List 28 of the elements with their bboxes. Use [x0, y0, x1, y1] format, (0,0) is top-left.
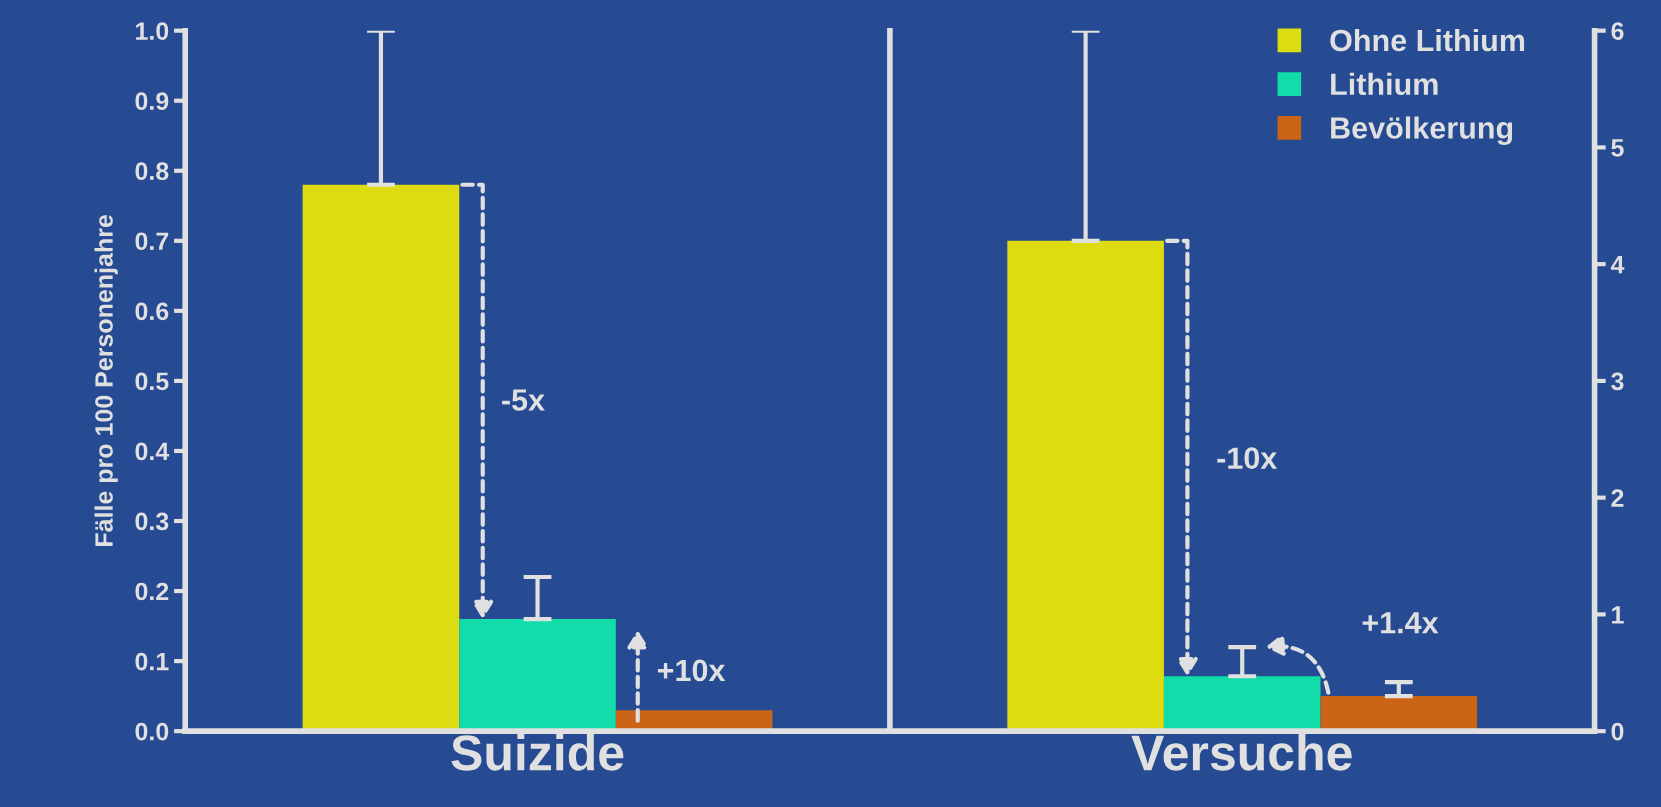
x-axis-title: Suizide [451, 733, 624, 771]
y-tick-label: 0.3 [135, 512, 169, 531]
annotation: -5x [502, 389, 545, 411]
y-tick-label: 2 [1611, 489, 1624, 507]
y-tick-label: 0.9 [135, 92, 169, 111]
y-tick-label: 3 [1611, 372, 1624, 391]
x-axis-title: Versuche [1131, 733, 1352, 771]
y-tick-label: 0 [1611, 722, 1624, 741]
y-tick-label: 0.6 [135, 302, 169, 321]
y-tick-label: 1 [1612, 606, 1624, 624]
y-tick-label: 0.8 [135, 162, 169, 181]
annotation: +10x [657, 659, 726, 682]
legend-label: Bevölkerung [1331, 116, 1513, 146]
y-tick-label: 0.5 [135, 372, 169, 391]
y-tick-label: 6 [1611, 22, 1624, 40]
y-tick-label: 4 [1610, 256, 1625, 274]
legend-label: Lithium [1331, 72, 1438, 96]
y-tick-label: 0.4 [135, 442, 170, 461]
y-tick-label: 0.1 [135, 652, 169, 671]
annotation: +1.4x [1362, 612, 1439, 634]
legend-label: Ohne Lithium [1330, 28, 1525, 52]
y-tick-label: 0.0 [135, 722, 169, 741]
annotation: -10x [1217, 447, 1278, 469]
y-tick-label: 1.0 [136, 22, 169, 40]
y-axis-title: Fälle pro 100 Personenjahre [94, 215, 118, 546]
y-tick-label: 5 [1611, 139, 1624, 157]
y-tick-label: 0.7 [135, 232, 169, 251]
y-tick-label: 0.2 [135, 582, 169, 601]
